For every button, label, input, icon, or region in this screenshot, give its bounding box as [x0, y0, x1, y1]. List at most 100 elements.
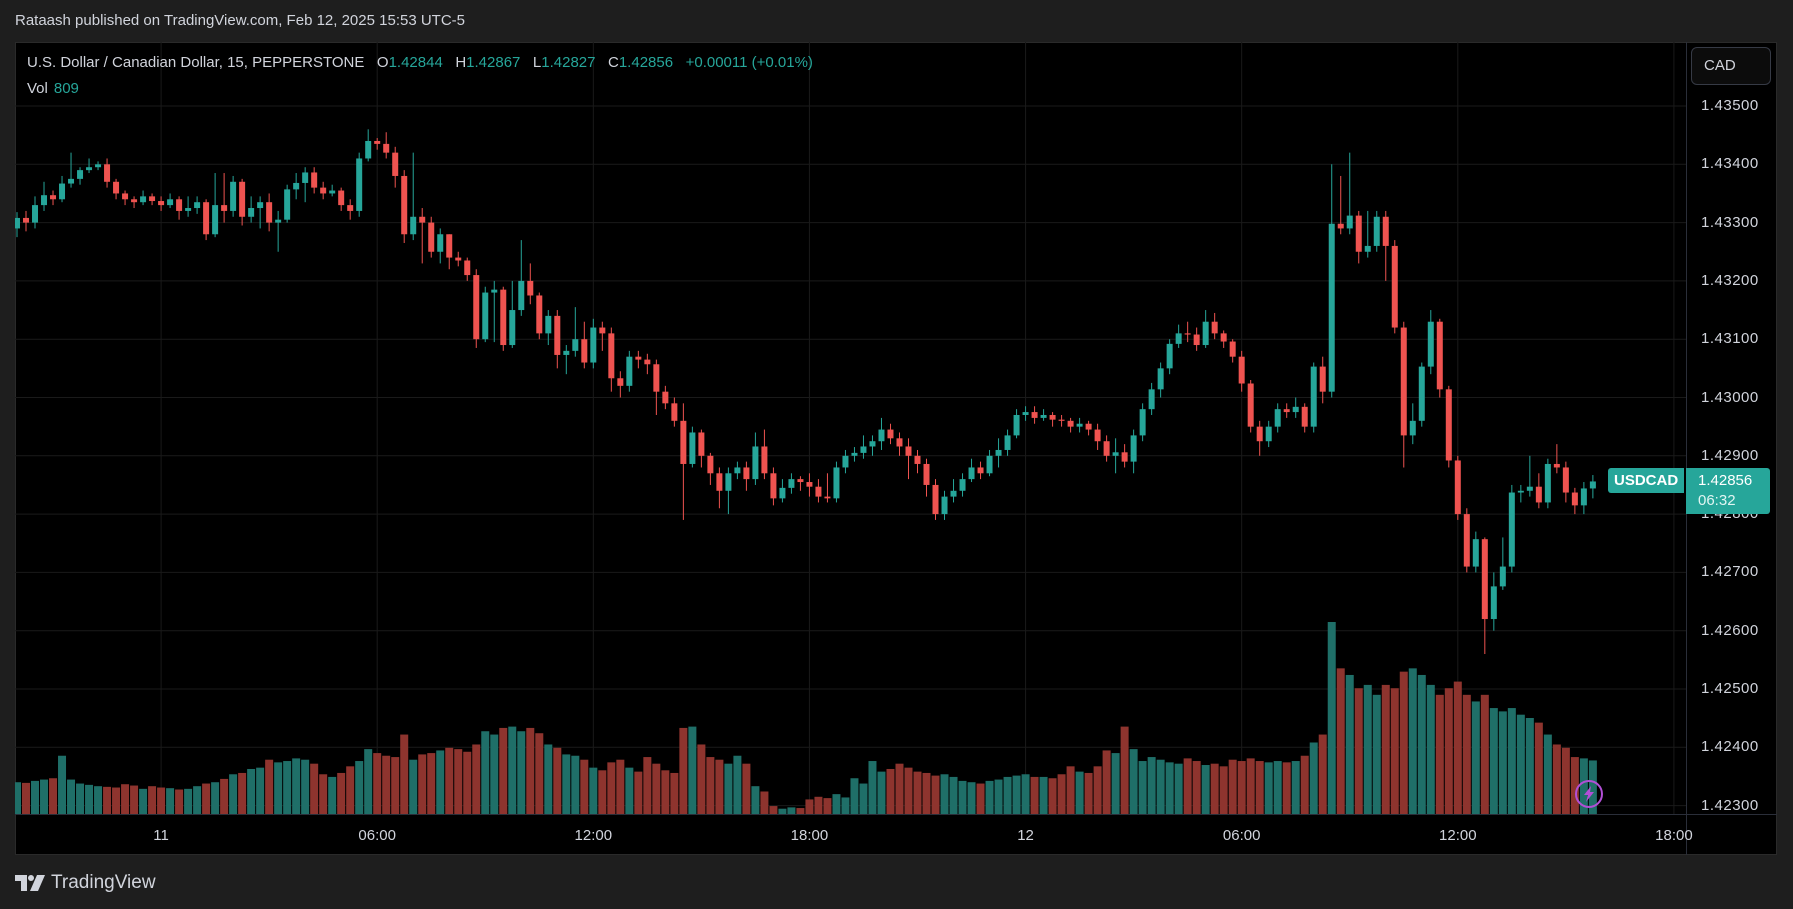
- candle-body: [167, 199, 174, 206]
- volume-bar: [1480, 694, 1489, 814]
- candle-body: [527, 280, 534, 296]
- candle-body: [41, 195, 48, 206]
- volume-bar: [265, 759, 274, 814]
- volume-bar: [58, 755, 67, 814]
- candle-body: [410, 216, 417, 235]
- candle-body: [284, 189, 291, 220]
- candle-body: [977, 467, 984, 474]
- candle-body: [734, 467, 741, 474]
- candle-body: [482, 292, 489, 340]
- volume-bar: [994, 779, 1003, 814]
- candle-body: [1418, 366, 1425, 421]
- volume-bar: [481, 731, 490, 814]
- price-chart[interactable]: [15, 42, 1686, 814]
- volume-bar: [742, 763, 751, 814]
- volume-bar: [1354, 688, 1363, 814]
- volume-bar: [580, 759, 589, 814]
- candle-body: [1211, 321, 1218, 334]
- volume-bar: [1147, 757, 1156, 814]
- volume-bar: [706, 757, 715, 814]
- candle-body: [671, 403, 678, 421]
- volume-bar: [1507, 708, 1516, 814]
- candle-body: [131, 199, 138, 203]
- candle-body: [959, 479, 966, 491]
- volume-bar: [445, 747, 454, 814]
- time-axis[interactable]: 11 06:00 12:00 18:00 12 06:00 12:00 18:00: [15, 814, 1777, 855]
- candle-body: [896, 438, 903, 447]
- candle-body: [302, 172, 309, 183]
- volume-bar: [931, 775, 940, 814]
- candle-body: [599, 327, 606, 334]
- volume-bar: [391, 757, 400, 814]
- volume-bar: [562, 754, 571, 814]
- volume-bar: [589, 767, 598, 814]
- price-tick-label: 1.43300: [1701, 213, 1759, 231]
- lightning-icon[interactable]: [1575, 780, 1603, 808]
- volume-bar: [1291, 761, 1300, 814]
- candle-body: [383, 143, 390, 153]
- candle-body: [392, 152, 399, 176]
- candle-body: [1436, 321, 1443, 390]
- candle-body: [437, 234, 444, 252]
- candle-body: [779, 487, 786, 499]
- price-tick-label: 1.42700: [1701, 563, 1759, 581]
- brand-name: TradingView: [51, 872, 156, 893]
- candle-body: [1004, 435, 1011, 450]
- candle-body: [725, 473, 732, 491]
- volume-bar: [1444, 688, 1453, 814]
- candle-body: [347, 205, 354, 211]
- candle-body: [1247, 383, 1254, 427]
- volume-bar: [1012, 775, 1021, 814]
- volume-bar: [679, 727, 688, 814]
- candle-body: [365, 140, 372, 159]
- volume-bar: [598, 770, 607, 814]
- open-value: 1.42844: [388, 54, 443, 71]
- volume-bar: [1561, 747, 1570, 814]
- volume-bar: [1156, 759, 1165, 814]
- time-tick-label: 18:00: [1655, 827, 1693, 844]
- volume-bar: [1417, 674, 1426, 814]
- candle-body: [581, 339, 588, 363]
- ohlc-legend: U.S. Dollar / Canadian Dollar, 15, PEPPE…: [27, 54, 813, 71]
- volume-bar: [751, 786, 760, 814]
- volume-bar: [85, 784, 94, 814]
- volume-bar: [868, 761, 877, 814]
- candle-body: [950, 490, 957, 497]
- volume-bar: [40, 779, 49, 814]
- low-label: L: [532, 54, 542, 71]
- candle-body: [1553, 463, 1560, 468]
- volume-bar: [409, 759, 418, 814]
- volume-bar: [472, 744, 481, 814]
- tradingview-logo[interactable]: TradingView: [15, 872, 156, 894]
- price-tick-label: 1.42600: [1701, 621, 1759, 639]
- symbol-title: U.S. Dollar / Canadian Dollar, 15, PEPPE…: [27, 54, 365, 71]
- candle-body: [698, 432, 705, 456]
- candle-body: [356, 158, 363, 211]
- volume-bar: [697, 744, 706, 814]
- volume-value: 809: [53, 80, 79, 97]
- candle-body: [1121, 452, 1128, 462]
- volume-bar: [346, 766, 355, 814]
- candle-body: [689, 432, 696, 464]
- candle-body: [932, 484, 939, 515]
- volume-bar: [1102, 750, 1111, 814]
- volume-bar: [220, 778, 229, 814]
- candle-body: [1382, 216, 1389, 246]
- published-caption: Rataash published on TradingView.com, Fe…: [15, 12, 465, 29]
- volume-bar: [967, 782, 976, 814]
- close-value: 1.42856: [618, 54, 674, 71]
- volume-bar: [904, 767, 913, 814]
- volume-bar: [1570, 757, 1579, 814]
- candle-body: [824, 496, 831, 499]
- candle-body: [1400, 327, 1407, 436]
- candle-body: [158, 201, 165, 206]
- candle-body: [518, 280, 525, 311]
- price-axis[interactable]: 1.43500 1.43400 1.43300 1.43200 1.43100 1.430…: [1686, 42, 1778, 814]
- time-tick-label: 12: [1017, 827, 1034, 844]
- price-tick-label: 1.43400: [1701, 155, 1759, 173]
- candle-body: [608, 333, 615, 379]
- currency-button[interactable]: CAD: [1691, 47, 1771, 85]
- candle-body: [95, 164, 102, 168]
- volume-bar: [1084, 772, 1093, 814]
- candle-body: [221, 205, 228, 211]
